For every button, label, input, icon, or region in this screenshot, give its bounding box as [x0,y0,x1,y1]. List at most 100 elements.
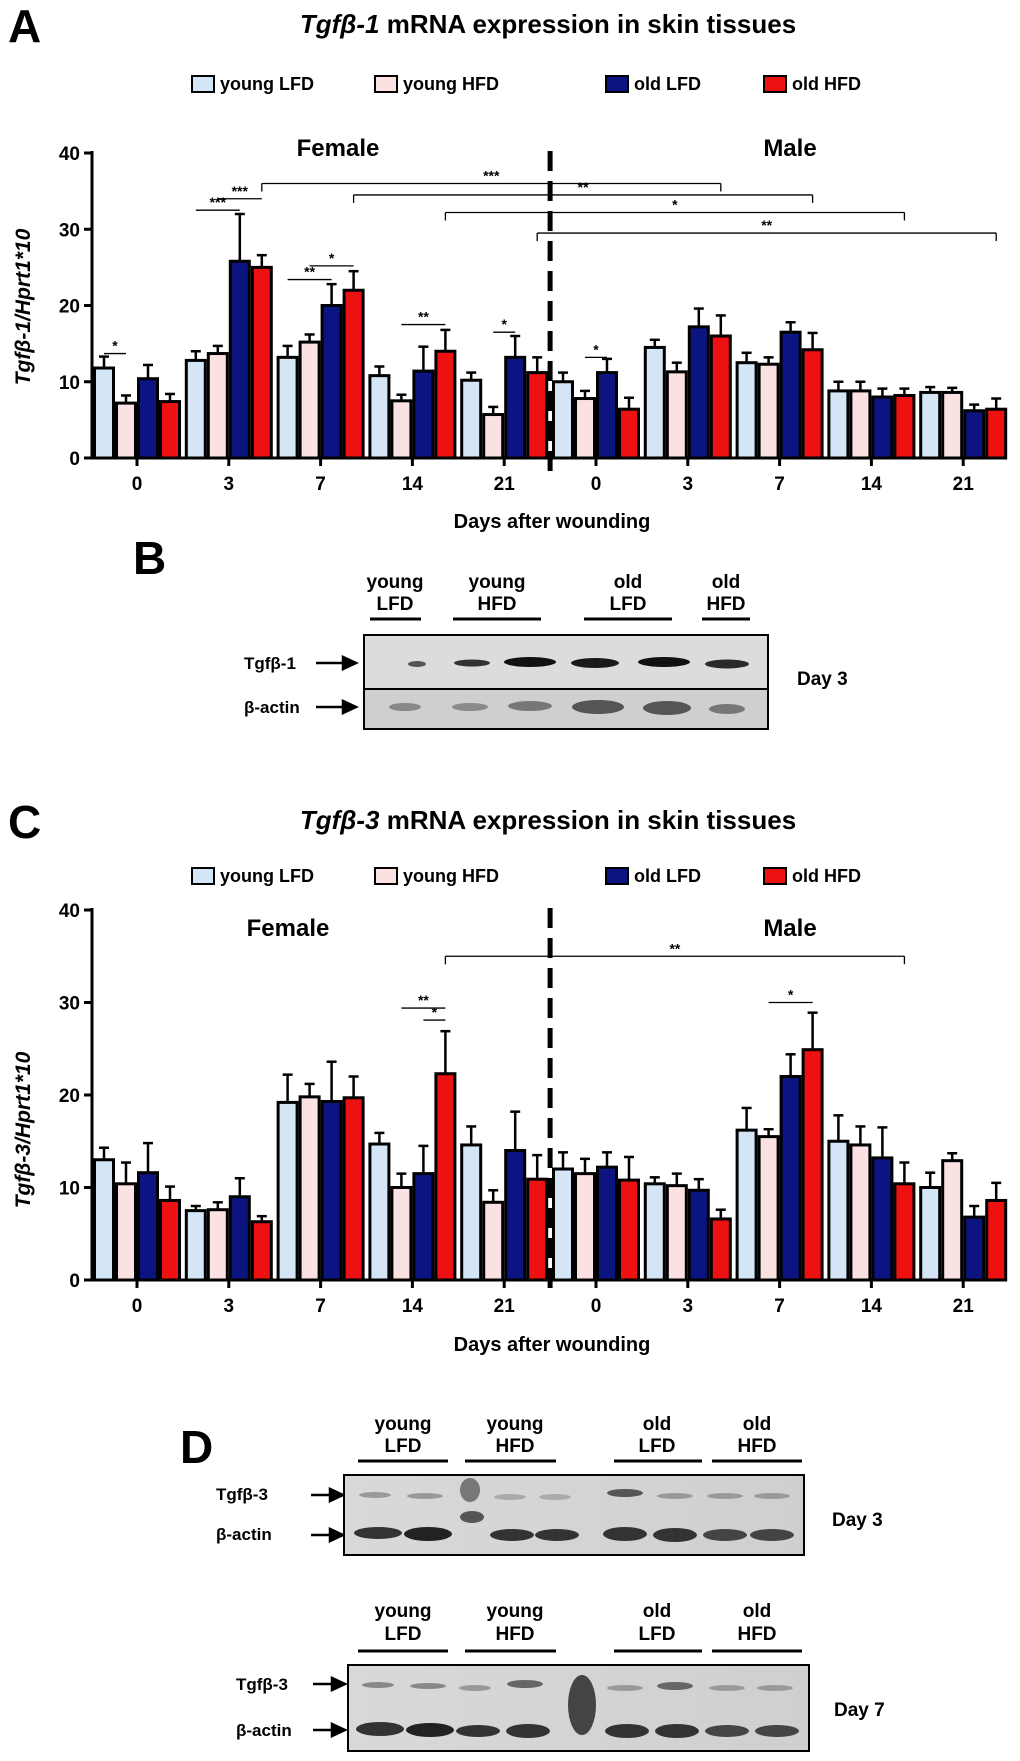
chart-a-bar-s0-c4 [460,378,483,460]
chart-c-bar-s0-c0 [93,1158,115,1282]
blot-b-band-actin-1 [389,703,421,711]
chart-c-bar-s1-c5 [574,1172,596,1282]
blot-d2-band-actin-4 [506,1724,550,1738]
blot-b-group-2-line1: young [469,572,526,593]
chart-c-bar-s3-c8 [893,1182,916,1282]
blot-b-group-3-line2: LFD [610,594,647,615]
chart-c-sig-label-3: ** [669,940,680,956]
chart-a-bar-s0-c7 [735,361,758,460]
chart-a-female-label: Female [297,135,380,162]
blot-b-band-tgfb1-4 [571,658,619,668]
chart-c-bar-s2-c8 [871,1156,894,1282]
chart-c-male-label: Male [763,915,816,942]
chart-a-legend-label-3: old LFD [634,74,701,94]
chart-a-legend-label-2: young HFD [403,74,499,94]
chart-c-female-label: Female [247,915,330,942]
chart-c-bar-s1-c3 [390,1186,413,1282]
chart-c-xtick-label-6: 3 [683,1296,694,1317]
blot-b-group-3-line1: old [614,572,643,593]
blot-d2-band-actin-5 [605,1724,649,1738]
blot-d2-band-tgfb3-3 [459,1685,491,1691]
chart-c-xtick-label-5: 0 [591,1296,602,1317]
chart-a-xtick-label-0: 0 [132,474,143,495]
blot-d1-group-1-line1: young [375,1414,432,1435]
chart-a-sig-label-5: ** [418,309,429,325]
blot-d2-band-tgfb3-4 [507,1680,543,1688]
chart-c-legend-label-1: young LFD [220,866,314,886]
blot-d2-band-actin-1 [356,1722,404,1736]
blot-b-arrowhead-1 [341,655,359,671]
chart-a-legend-swatch-2 [374,75,398,93]
chart-a-ytick-label-1: 10 [59,373,80,394]
chart-c-bar-s2-c4 [504,1149,527,1282]
chart-a-bar-s3-c5 [618,407,640,460]
chart-c-bar-s2-c9 [963,1215,986,1282]
chart-c-bar-s2-c5 [596,1165,618,1282]
chart-a-xtick-label-2: 7 [315,474,326,495]
blot-d-group-labels-top: young LFD young HFD old LFD old HFD [375,1414,777,1457]
blot-d2-arrowhead-1 [330,1676,348,1692]
blot-d2-band-actin-3 [456,1725,500,1737]
chart-a-bar-s0-c8 [827,389,850,460]
chart-a-sig-label-11: ** [761,217,772,233]
chart-c-ylabel: Tgfβ-3/Hprt1*10 [12,1051,35,1208]
blot-b-group-4-line2: HFD [706,594,745,615]
chart-c-sig-label-2: * [788,987,794,1003]
chart-c-bar-s0-c5 [552,1167,574,1282]
chart-a-xtick-label-7: 7 [774,474,785,495]
blot-d1-band-tgfb3-8 [707,1493,743,1499]
chart-c-xtick-label-3: 14 [402,1296,424,1317]
chart-c-legend-swatch-1 [191,867,215,885]
chart-a-ytick-label-2: 20 [59,297,80,318]
blot-d2-band-tgfb3-7 [657,1682,693,1690]
blot-d1-band-actin-1 [354,1527,402,1539]
chart-c-bar-s3-c4 [526,1177,549,1282]
blot-d2-band-actin-2 [406,1723,454,1737]
chart-c-bar-s2-c2 [320,1099,343,1282]
chart-a-legend-label-1: young LFD [220,74,314,94]
blot-d2-band-tgfb3-6 [607,1685,643,1691]
chart-a-bar-s3-c0 [159,400,181,460]
blot-d2-group-3-line2: LFD [639,1624,676,1645]
blot-b-band-actin-3 [508,701,552,711]
blot-d2-arrows [313,1676,348,1738]
chart-a-bar-s3-c8 [893,393,916,460]
chart-c-xtick-label-1: 3 [224,1296,235,1317]
chart-c-bar-s2-c0 [137,1171,159,1282]
chart-c-bar-s1-c7 [757,1135,780,1282]
blot-d1-group-2-line1: young [487,1414,544,1435]
blot-b-group-2-line2: HFD [477,594,516,615]
blot-d1-band-actin-6 [603,1527,647,1541]
blot-d1-group-3-line2: LFD [639,1436,676,1457]
blot-b-band-tgfb1-1 [408,661,426,667]
blot-d2-band-actin-6 [655,1724,699,1738]
chart-c-bar-s1-c6 [665,1184,688,1282]
blot-d1-group-4-line2: HFD [737,1436,776,1457]
chart-c-bar-s3-c9 [985,1198,1008,1282]
chart-a-bar-s0-c9 [919,390,942,460]
panel-letter-b: B [133,532,166,584]
chart-c-bar-s0-c2 [276,1100,299,1282]
chart-a-xtick-label-5: 0 [591,474,602,495]
chart-a-xtick-label-4: 21 [494,474,516,495]
blot-d1-band-actin-4 [490,1529,534,1541]
chart-a-bar-s0-c3 [368,374,391,460]
chart-a-sig-label-4: * [329,250,335,266]
chart-c-bar-s3-c1 [250,1220,273,1282]
chart-a-sig-label-9: ** [578,179,589,195]
blot-d1-day-label: Day 3 [832,1510,883,1531]
blot-d2-band-actin-7 [705,1725,749,1737]
chart-a-xtick-label-1: 3 [224,474,235,495]
chart-a-sig-label-3: ** [304,264,315,280]
panel-letter-d: D [180,1421,213,1473]
chart-a-bar-s0-c6 [643,345,666,460]
chart-a-ytick-label-4: 40 [59,144,80,165]
chart-c-bar-s2-c7 [779,1075,802,1282]
chart-c-legend-swatch-2 [374,867,398,885]
chart-a-sig-label-6: * [501,316,507,332]
blot-b-group-1-line1: young [367,572,424,593]
chart-c-bar-s1-c2 [298,1095,321,1282]
chart-a-bar-s2-c9 [963,409,986,460]
chart-c-bar-s1-c1 [206,1208,229,1282]
